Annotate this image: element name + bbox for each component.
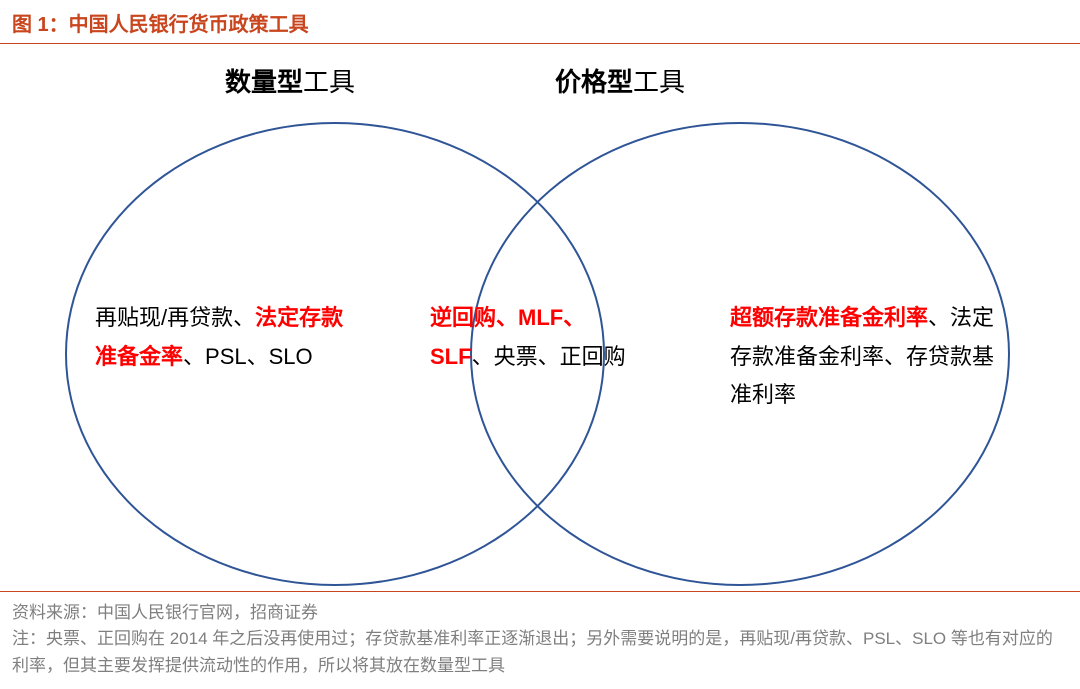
left-only-content: 再贴现/再贷款、法定存款准备金率、PSL、SLO <box>95 299 355 376</box>
figure-footer: 资料来源：中国人民银行官网，招商证券 注：央票、正回购在 2014 年之后没再使… <box>0 591 1080 689</box>
right-only-content: 超额存款准备金利率、法定存款准备金利率、存贷款基准利率 <box>730 299 995 415</box>
figure-title: 图 1：中国人民银行货币政策工具 <box>0 0 1080 44</box>
venn-diagram: 数量型工具 价格型工具 再贴现/再贷款、法定存款准备金率、PSL、SLO 逆回购… <box>0 44 1080 604</box>
source-line: 资料来源：中国人民银行官网，招商证券 <box>12 600 1068 626</box>
intersection-content: 逆回购、MLF、SLF、央票、正回购 <box>430 299 645 376</box>
left-category-label: 数量型工具 <box>225 62 355 99</box>
right-category-label: 价格型工具 <box>555 62 685 99</box>
note-line: 注：央票、正回购在 2014 年之后没再使用过；存贷款基准利率正逐渐退出；另外需… <box>12 626 1068 679</box>
